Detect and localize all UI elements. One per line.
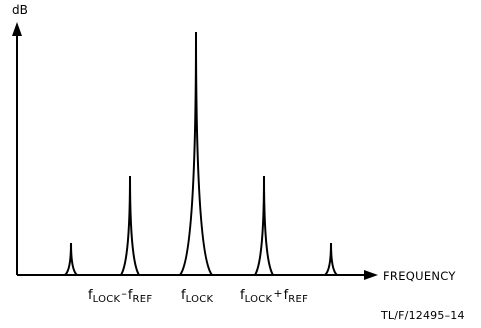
- tick-label-lower-sideband: fLOCK–fREF: [88, 287, 153, 305]
- y-axis-arrow: [12, 22, 22, 36]
- spectral-peak-lower-sideband: [120, 175, 140, 276]
- spectral-peak-carrier: [179, 31, 213, 276]
- x-axis-arrow: [364, 270, 378, 280]
- y-axis-label: dB: [12, 3, 28, 17]
- spectral-peak-right-spur: [324, 242, 338, 276]
- spectral-peak-upper-sideband: [254, 175, 274, 276]
- figure-id: TL/F/12495–14: [381, 309, 465, 322]
- tick-label-upper-sideband: fLOCK+fREF: [240, 287, 309, 305]
- spectral-peak-left-spur: [64, 242, 78, 276]
- x-axis-label: FREQUENCY: [383, 269, 456, 283]
- tick-label-carrier: fLOCK: [181, 288, 214, 306]
